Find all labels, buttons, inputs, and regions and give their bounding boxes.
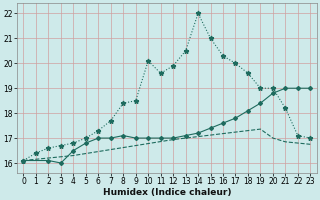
X-axis label: Humidex (Indice chaleur): Humidex (Indice chaleur) <box>103 188 231 197</box>
